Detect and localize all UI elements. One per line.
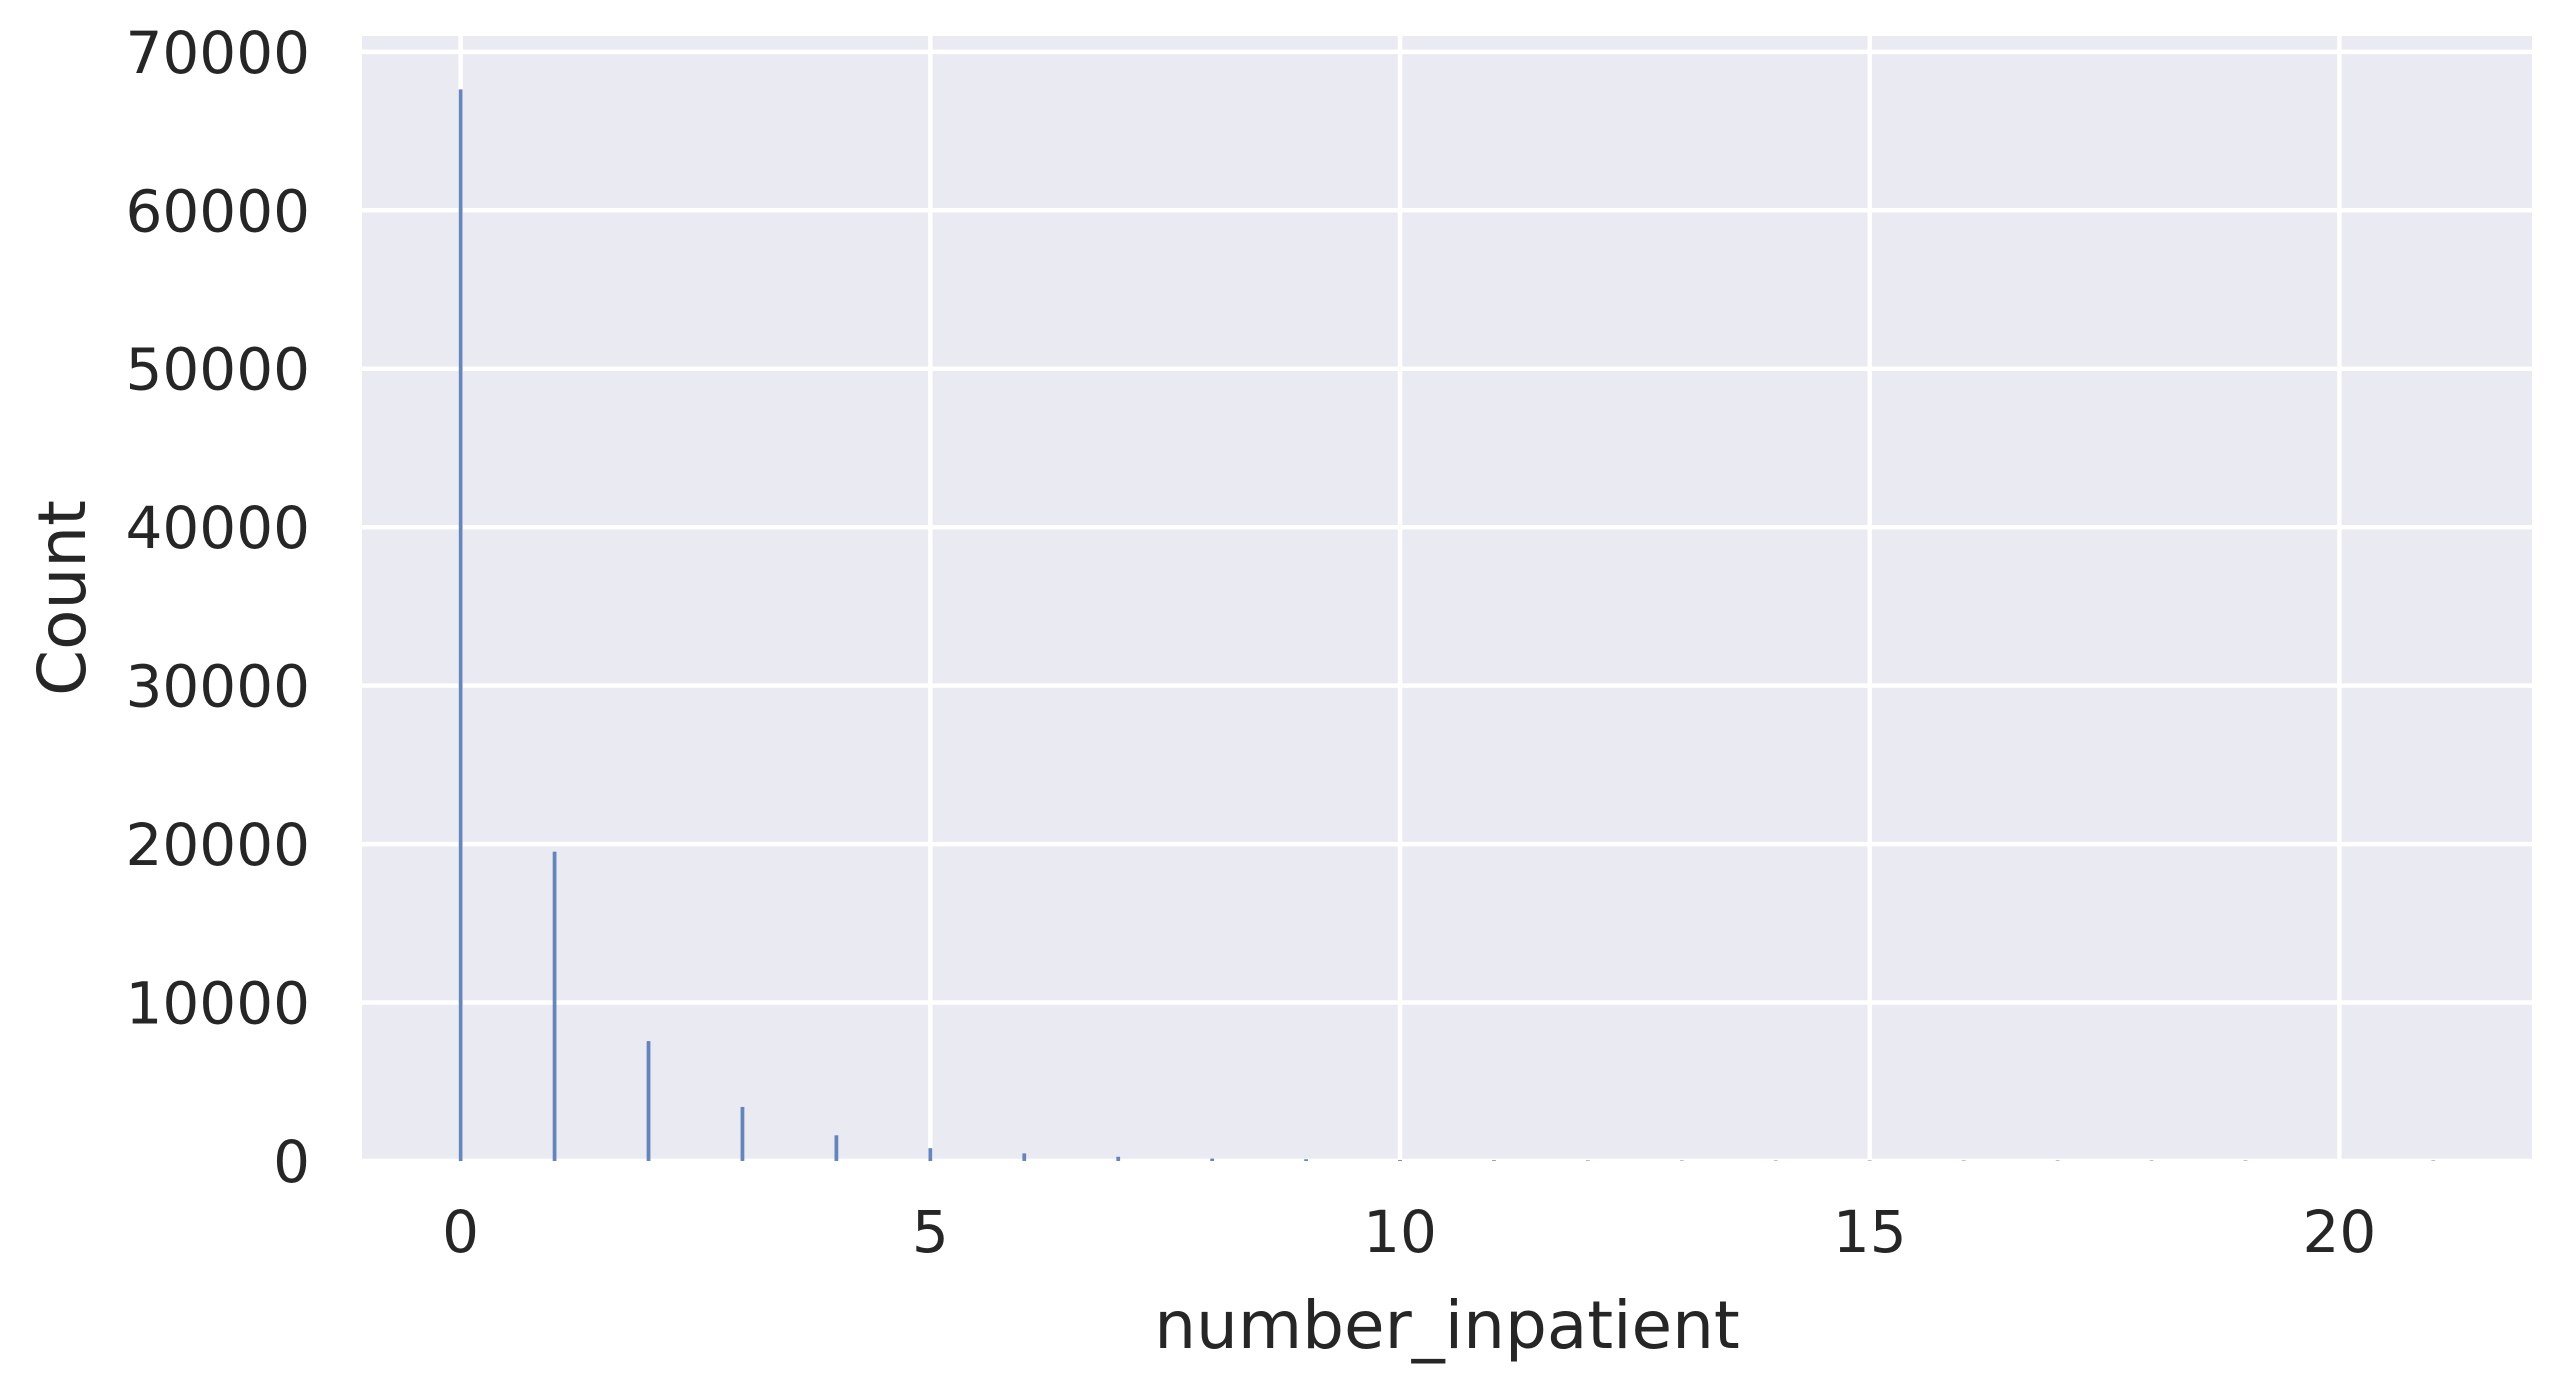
histogram-bar bbox=[1961, 1160, 1966, 1161]
histogram-bar bbox=[1022, 1153, 1027, 1161]
histogram-bar bbox=[2243, 1160, 2248, 1161]
x-tick-label: 15 bbox=[1833, 1198, 1907, 1266]
y-tick-label: 60000 bbox=[125, 177, 310, 245]
histogram-bar bbox=[1304, 1159, 1308, 1161]
grid-lines bbox=[362, 36, 2532, 1164]
y-tick-label: 70000 bbox=[125, 19, 310, 87]
y-tick-label: 30000 bbox=[125, 653, 310, 721]
histogram-bar bbox=[1867, 1160, 1872, 1161]
x-tick-label: 5 bbox=[912, 1198, 949, 1266]
histogram-bar bbox=[2149, 1160, 2154, 1161]
histogram-bar bbox=[928, 1148, 933, 1161]
y-axis-label: Count bbox=[24, 500, 101, 696]
x-tick-labels: 0 5 10 15 20 bbox=[442, 1198, 2376, 1266]
x-axis-label: number_inpatient bbox=[1154, 1287, 1740, 1364]
histogram-bar bbox=[1586, 1160, 1590, 1161]
histogram-bar bbox=[2431, 1160, 2436, 1161]
histogram-bar bbox=[1398, 1160, 1402, 1161]
histogram-bar bbox=[1679, 1160, 1684, 1161]
x-tick-label: 10 bbox=[1363, 1198, 1437, 1266]
bars bbox=[458, 89, 2436, 1161]
histogram-bar bbox=[646, 1041, 651, 1161]
y-tick-label: 10000 bbox=[125, 970, 310, 1038]
histogram-bar bbox=[834, 1135, 839, 1161]
histogram-bar bbox=[2055, 1160, 2060, 1161]
histogram-bar bbox=[458, 89, 463, 1161]
y-tick-label: 50000 bbox=[125, 336, 310, 404]
y-tick-labels: 0 10000 20000 30000 40000 50000 60000 70000 bbox=[125, 19, 310, 1196]
x-tick-label: 0 bbox=[442, 1198, 479, 1266]
y-tick-label: 40000 bbox=[125, 494, 310, 562]
histogram-bar bbox=[552, 851, 557, 1161]
histogram-bar bbox=[1492, 1160, 1496, 1161]
y-tick-label: 20000 bbox=[125, 811, 310, 879]
plot-background bbox=[362, 36, 2532, 1161]
histogram-bar bbox=[1210, 1158, 1215, 1161]
x-tick-label: 20 bbox=[2303, 1198, 2377, 1266]
histogram-bar bbox=[1773, 1160, 1778, 1161]
y-tick-label: 0 bbox=[273, 1128, 310, 1196]
histogram-bar bbox=[1116, 1156, 1121, 1161]
histogram-bar bbox=[740, 1106, 745, 1161]
